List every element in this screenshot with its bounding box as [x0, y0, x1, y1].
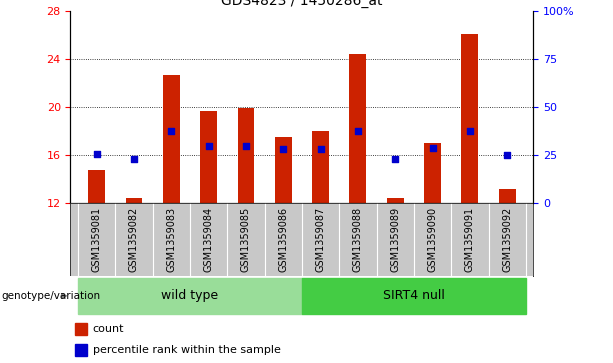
Point [465, 128, 474, 134]
Text: GSM1359087: GSM1359087 [316, 207, 326, 272]
Text: genotype/variation: genotype/variation [1, 291, 101, 301]
Title: GDS4823 / 1450286_at: GDS4823 / 1450286_at [221, 0, 383, 8]
Point [129, 156, 139, 162]
Bar [302, 278, 526, 314]
Text: percentile rank within the sample: percentile rank within the sample [93, 345, 281, 355]
Bar [88, 170, 105, 203]
Point [166, 128, 176, 134]
Point [316, 146, 326, 152]
Bar [78, 278, 302, 314]
Point [502, 152, 512, 158]
Text: GSM1359091: GSM1359091 [465, 207, 475, 272]
Bar [75, 344, 86, 356]
Point [241, 143, 251, 148]
Text: GSM1359086: GSM1359086 [278, 207, 288, 272]
Bar [126, 199, 142, 203]
Text: GSM1359083: GSM1359083 [166, 207, 177, 272]
Text: GSM1359085: GSM1359085 [241, 207, 251, 272]
Text: SIRT4 null: SIRT4 null [383, 289, 445, 302]
Point [353, 128, 363, 134]
Bar [200, 111, 217, 203]
Bar [75, 323, 86, 335]
Point [390, 156, 400, 162]
Text: GSM1359088: GSM1359088 [353, 207, 363, 272]
Bar [163, 75, 180, 203]
Text: GSM1359081: GSM1359081 [91, 207, 102, 272]
Bar [462, 34, 478, 203]
Text: GSM1359090: GSM1359090 [427, 207, 438, 272]
Text: wild type: wild type [161, 289, 218, 302]
Bar [275, 137, 292, 203]
Text: GSM1359089: GSM1359089 [390, 207, 400, 272]
Bar [349, 54, 367, 203]
Bar [387, 199, 403, 203]
Text: GSM1359084: GSM1359084 [204, 207, 213, 272]
Bar [237, 108, 254, 203]
Point [428, 145, 438, 151]
Point [278, 146, 288, 152]
Bar [312, 131, 329, 203]
Text: GSM1359082: GSM1359082 [129, 207, 139, 272]
Point [204, 143, 213, 148]
Point [92, 151, 102, 157]
Bar [424, 143, 441, 203]
Text: count: count [93, 324, 124, 334]
Bar [499, 189, 516, 203]
Text: GSM1359092: GSM1359092 [502, 207, 512, 272]
